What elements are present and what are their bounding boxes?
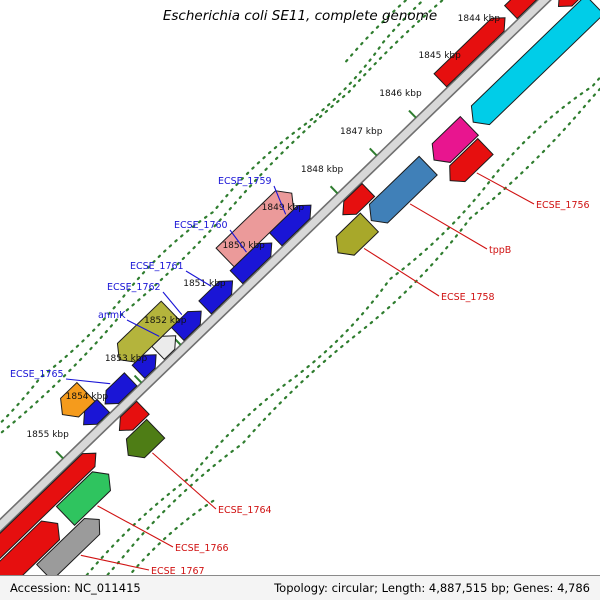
- gene-arrow-cds-magenta[interactable]: [425, 115, 480, 170]
- ruler-label-1854: 1854 kbp: [65, 392, 109, 403]
- ruler-tick: [369, 147, 378, 157]
- gene-arrow-ECSE_1758[interactable]: [329, 212, 380, 262]
- gene-arrow-ECSE_1760[interactable]: [229, 237, 278, 285]
- gene-label-ECSE_1756[interactable]: ECSE_1756: [536, 200, 590, 211]
- ruler-label-1847: 1847 kbp: [340, 127, 383, 138]
- gc-plot-dots-upper: [0, 0, 592, 556]
- gene-label-ECSE_1765[interactable]: ECSE_1765: [10, 369, 64, 380]
- ruler-label-1844: 1844 kbp: [457, 13, 501, 24]
- gene-arrow-ECSE_1756[interactable]: [442, 137, 494, 189]
- gene-arrow-cds-red-long2[interactable]: [0, 514, 67, 600]
- ruler-label-1851: 1851 kbp: [183, 278, 226, 289]
- gene-arrow-tppB[interactable]: [362, 155, 438, 230]
- ruler-label-1848: 1848 kbp: [300, 164, 344, 175]
- gene-arrow-cds-red-corner-b[interactable]: [552, 0, 600, 13]
- page-title: Escherichia coli SE11, complete genome: [162, 8, 438, 24]
- gene-label-ECSE_1764[interactable]: ECSE_1764: [218, 505, 272, 516]
- gene-arrow-ECSE_1764[interactable]: [119, 418, 166, 464]
- ruler-label-1846: 1846 kbp: [379, 89, 422, 100]
- ruler-tick: [329, 185, 339, 195]
- gene-arrow-cds-red-bl[interactable]: [113, 400, 150, 437]
- ruler-label-1855: 1855 kbp: [26, 429, 69, 440]
- gene-arrow-cds-red-top-1[interactable]: [503, 0, 572, 20]
- ruler-tick: [55, 450, 64, 460]
- gene-arrow-ECSE_1765[interactable]: [99, 372, 138, 411]
- ruler-tick: [408, 109, 417, 119]
- gene-arrow-cds-red-long1[interactable]: [0, 447, 102, 600]
- gene-arrow-cds-red-top-2[interactable]: [433, 11, 511, 88]
- ruler-label-1850: 1850 kbp: [222, 240, 265, 251]
- gene-arrow-cds-orange[interactable]: [53, 381, 96, 424]
- ruler-label-1852: 1852 kbp: [144, 316, 187, 327]
- gene-label-tppB[interactable]: tppB: [489, 245, 512, 256]
- status-summary: Topology: circular; Length: 4,887,515 bp…: [274, 581, 590, 595]
- gene-label-ECSE_1767[interactable]: ECSE_1767: [151, 566, 205, 577]
- gene-label-anmK[interactable]: anmK: [98, 310, 126, 321]
- ruler-label-1853: 1853 kbp: [104, 354, 148, 365]
- status-accession: Accession: NC_011415: [10, 581, 141, 595]
- gene-arrow-ECSE_1762[interactable]: [170, 305, 207, 342]
- status-bar: Accession: NC_011415 Topology: circular;…: [0, 575, 600, 600]
- gc-plot-dots-upper: [0, 0, 584, 548]
- gene-label-ECSE_1766[interactable]: ECSE_1766: [175, 543, 229, 554]
- gene-label-ECSE_1760[interactable]: ECSE_1760: [174, 220, 228, 231]
- ruler-label-1845: 1845 kbp: [418, 51, 461, 62]
- gene-arrow-cds-cyan[interactable]: [464, 0, 600, 132]
- ruler-label-1849: 1849 kbp: [261, 202, 305, 213]
- gc-plot-dots-upper: [345, 0, 532, 63]
- gene-arrow-ECSE_1761[interactable]: [198, 274, 239, 315]
- gene-label-ECSE_1761[interactable]: ECSE_1761: [130, 261, 184, 272]
- gene-label-ECSE_1762[interactable]: ECSE_1762: [107, 282, 161, 293]
- gene-label-ECSE_1758[interactable]: ECSE_1758: [441, 292, 495, 303]
- ruler-tick: [133, 374, 143, 384]
- gene-arrow-cds-red-mid[interactable]: [337, 182, 376, 222]
- gene-arrow-ECSE_1766[interactable]: [55, 465, 117, 526]
- gene-label-ECSE_1759[interactable]: ECSE_1759: [218, 176, 272, 187]
